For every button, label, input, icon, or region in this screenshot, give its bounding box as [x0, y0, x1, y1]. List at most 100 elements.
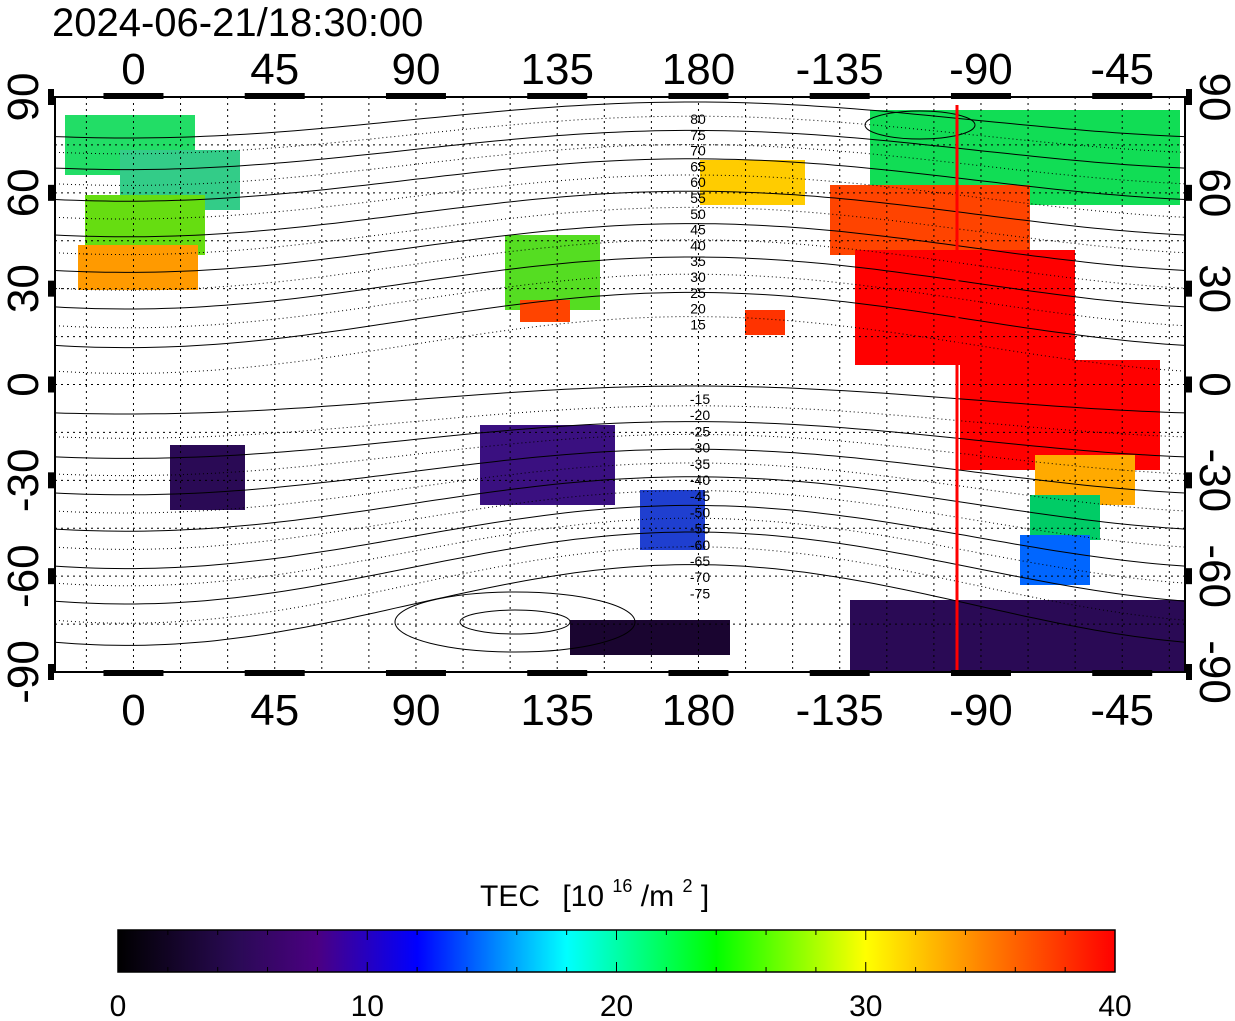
- north-contour: [55, 190, 1185, 238]
- left-latitude-labels: 90 60 30 0 -30 -60 -90: [0, 73, 48, 704]
- right-latitude-labels: 90 60 30 0 -30 -60 -90: [1190, 73, 1235, 704]
- colorbar-tick-label: 40: [1098, 990, 1131, 1021]
- left-lat-label: 30: [0, 264, 48, 313]
- top-lon-label: 135: [521, 45, 594, 94]
- top-lon-label: 180: [662, 45, 735, 94]
- contour-label-south: -70: [690, 569, 710, 585]
- tec-patch-new-zealand: [640, 490, 705, 550]
- contour-label-north: 60: [690, 174, 706, 190]
- right-lat-label: 30: [1190, 264, 1235, 313]
- tec-patch-antarctica-west: [570, 620, 730, 655]
- top-lon-label: -45: [1090, 45, 1154, 94]
- north-contour: [55, 239, 1185, 291]
- south-contour: [55, 504, 1185, 570]
- bottom-lon-label: 180: [662, 686, 735, 735]
- right-lat-label: 90: [1190, 73, 1235, 122]
- colorbar-unit-exp2: 2: [682, 876, 692, 896]
- right-lat-label: -90: [1190, 640, 1235, 704]
- timestamp: 2024-06-21/18:30:00: [52, 1, 423, 45]
- frame-ticks: [48, 89, 1192, 680]
- north-contour: [55, 316, 1185, 374]
- colorbar-unit-exp: 16: [612, 876, 632, 896]
- colorbar-tick-label: 20: [600, 990, 633, 1021]
- tec-patch-alaska: [700, 160, 805, 205]
- contour-label-south: -40: [690, 472, 710, 488]
- contour-label-north: 25: [690, 285, 706, 301]
- north-contour: [55, 129, 1185, 171]
- tec-patch-patagonia: [1020, 535, 1090, 585]
- south-contour: [55, 385, 1185, 415]
- colorbar-tick-label: 0: [110, 990, 127, 1021]
- contour-label-north: 75: [690, 127, 706, 143]
- south-contour: [55, 546, 1185, 624]
- tec-patch-hawaii: [745, 310, 785, 335]
- tec-patch-australia: [480, 425, 615, 505]
- north-contour: [55, 115, 1185, 155]
- contour-label-north: 80: [690, 111, 706, 127]
- north-contour: [55, 174, 1185, 220]
- south-pole-contour: [459, 609, 571, 635]
- contour-label-south: -65: [690, 553, 710, 569]
- south-contour: [55, 531, 1185, 605]
- top-lon-label: -90: [949, 45, 1013, 94]
- bottom-lon-label: -135: [796, 686, 884, 735]
- south-contour: [55, 476, 1185, 532]
- right-lat-label: 60: [1190, 168, 1235, 217]
- north-contour: [55, 144, 1185, 186]
- map-frame: [54, 96, 1186, 673]
- contour-label-north: 15: [690, 316, 706, 332]
- bottom-lon-label: 0: [121, 686, 145, 735]
- left-lat-label: 60: [0, 168, 48, 217]
- contour-label-south: -35: [690, 456, 710, 472]
- left-lat-label: 0: [0, 372, 48, 396]
- tec-patch-japan: [520, 300, 570, 322]
- tec-patch-southern-africa: [170, 445, 245, 510]
- north-contour: [55, 206, 1185, 256]
- contour-label-north: 20: [690, 301, 706, 317]
- contour-label-south: -45: [690, 488, 710, 504]
- contour-label-north: 30: [690, 269, 706, 285]
- north-pole-contour: [864, 110, 976, 140]
- contour-label-north: 65: [690, 158, 706, 174]
- left-lat-label: -60: [0, 544, 48, 608]
- north-contour: [55, 223, 1185, 273]
- bottom-lon-label: 90: [391, 686, 440, 735]
- north-contour: [55, 256, 1185, 310]
- south-contour: [55, 517, 1185, 587]
- north-contour: [55, 101, 1185, 139]
- colorbar-title: TEC [10 16 /m 2 ]: [480, 876, 709, 913]
- bottom-lon-label: -90: [949, 686, 1013, 735]
- tec-patch-south-america: [960, 360, 1160, 470]
- tec-patch-north-america-band: [830, 185, 1030, 255]
- colorbar-unit-mid: /m: [641, 880, 674, 913]
- contour-label-north: 70: [690, 143, 706, 159]
- magnetic-latitude-contours: [55, 101, 1185, 653]
- colorbar-tick-label: 10: [351, 990, 384, 1021]
- south-contour: [55, 433, 1185, 477]
- colorbar-unit-end: ]: [701, 880, 709, 913]
- map-area: [55, 97, 1185, 672]
- bottom-lon-label: -45: [1090, 686, 1154, 735]
- left-lat-label: -90: [0, 640, 48, 704]
- contour-label-south: -50: [690, 504, 710, 520]
- contour-label-south: -15: [690, 391, 710, 407]
- left-lat-label: 90: [0, 73, 48, 122]
- tec-patch-mediterranean: [78, 245, 198, 290]
- north-contour: [55, 291, 1185, 349]
- south-contour: [55, 490, 1185, 550]
- right-lat-label: 0: [1190, 372, 1235, 396]
- contour-label-north: 50: [690, 206, 706, 222]
- contour-label-north: 35: [690, 253, 706, 269]
- bottom-lon-label: 135: [521, 686, 594, 735]
- left-lat-label: -30: [0, 449, 48, 513]
- colorbar-ticks: 0 10 20 30 40: [110, 930, 1132, 1021]
- contour-label-north: 55: [690, 190, 706, 206]
- south-pole-contour: [394, 591, 636, 653]
- top-lon-label: -135: [796, 45, 884, 94]
- contour-label-south: -20: [690, 407, 710, 423]
- right-lat-label: -60: [1190, 544, 1235, 608]
- colorbar-title-text: TEC: [480, 880, 540, 913]
- top-lon-label: 0: [121, 45, 145, 94]
- south-contour: [55, 405, 1185, 439]
